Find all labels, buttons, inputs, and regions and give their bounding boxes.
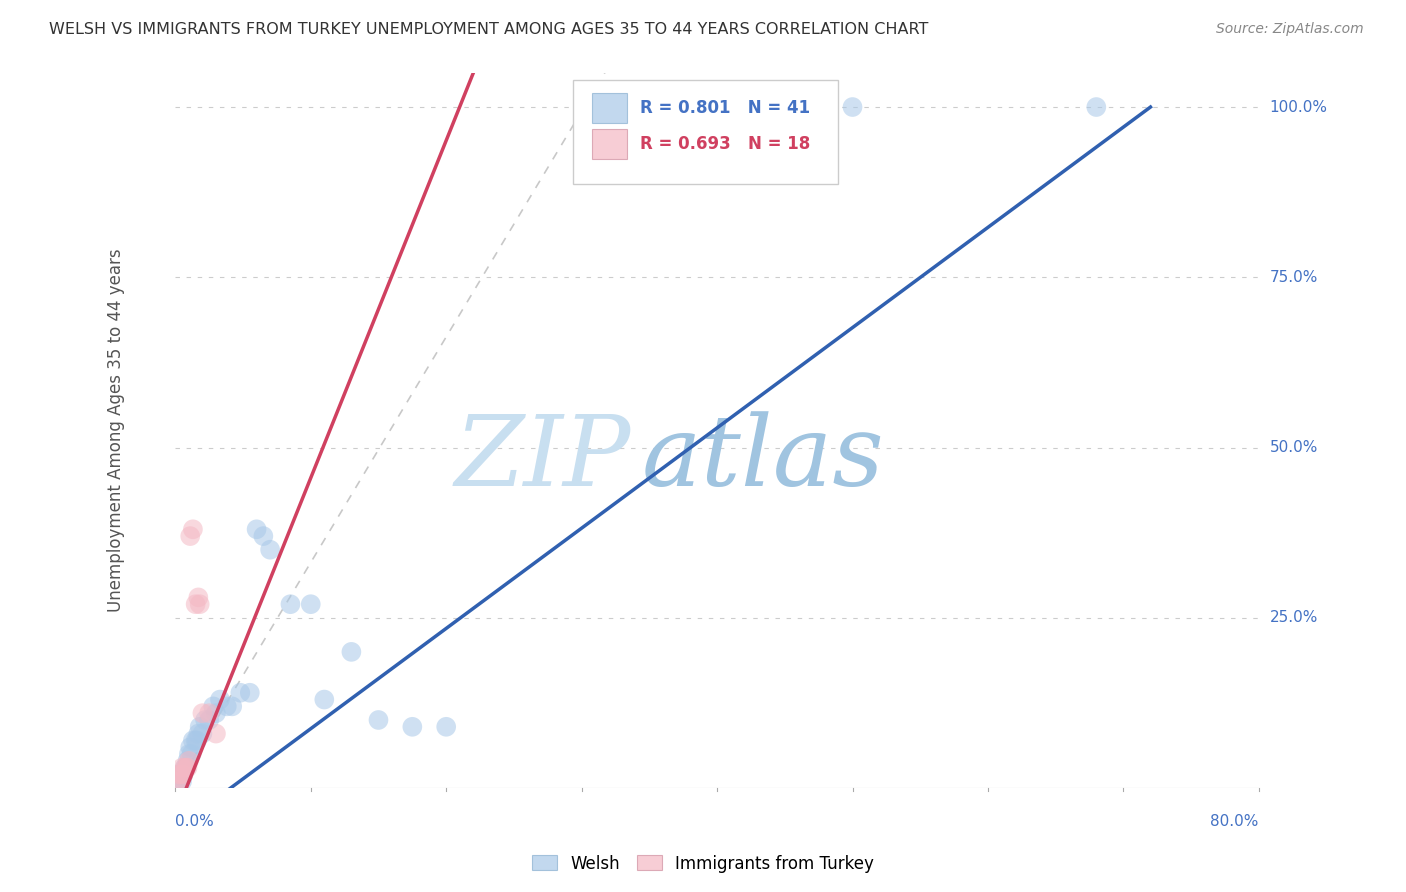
Point bbox=[170, 767, 193, 781]
Point bbox=[229, 686, 252, 700]
Point bbox=[174, 761, 197, 775]
Point bbox=[181, 522, 204, 536]
Point bbox=[194, 713, 217, 727]
Legend: Welsh, Immigrants from Turkey: Welsh, Immigrants from Turkey bbox=[526, 848, 880, 880]
Bar bbox=[592, 128, 627, 159]
Point bbox=[841, 100, 863, 114]
Point bbox=[176, 754, 198, 768]
Point bbox=[176, 761, 198, 775]
Point bbox=[177, 754, 200, 768]
Point bbox=[172, 761, 194, 775]
Point bbox=[434, 720, 457, 734]
Point bbox=[191, 726, 214, 740]
Point bbox=[170, 767, 193, 781]
Text: R = 0.801   N = 41: R = 0.801 N = 41 bbox=[640, 99, 810, 117]
Point bbox=[166, 774, 188, 789]
Point bbox=[188, 597, 211, 611]
Point bbox=[259, 542, 281, 557]
Point bbox=[172, 774, 194, 789]
Text: 100.0%: 100.0% bbox=[1270, 100, 1327, 114]
Point bbox=[184, 597, 207, 611]
Point bbox=[198, 706, 221, 721]
Text: 50.0%: 50.0% bbox=[1270, 440, 1317, 455]
Point bbox=[205, 706, 228, 721]
Point bbox=[239, 686, 262, 700]
Point bbox=[167, 774, 190, 789]
Text: 80.0%: 80.0% bbox=[1211, 814, 1258, 829]
Text: R = 0.693   N = 18: R = 0.693 N = 18 bbox=[640, 135, 810, 153]
Bar bbox=[592, 93, 627, 123]
Point bbox=[1085, 100, 1108, 114]
Point bbox=[181, 733, 204, 747]
Point bbox=[179, 529, 201, 543]
Text: atlas: atlas bbox=[641, 411, 884, 507]
Point bbox=[191, 706, 214, 721]
Point bbox=[202, 699, 225, 714]
Text: Source: ZipAtlas.com: Source: ZipAtlas.com bbox=[1216, 22, 1364, 37]
Point bbox=[169, 767, 191, 781]
Point bbox=[340, 645, 363, 659]
Text: Unemployment Among Ages 35 to 44 years: Unemployment Among Ages 35 to 44 years bbox=[107, 249, 125, 612]
Point bbox=[221, 699, 243, 714]
Text: ZIP: ZIP bbox=[454, 411, 630, 507]
Point bbox=[174, 761, 197, 775]
Text: 75.0%: 75.0% bbox=[1270, 269, 1317, 285]
Point bbox=[280, 597, 302, 611]
Text: WELSH VS IMMIGRANTS FROM TURKEY UNEMPLOYMENT AMONG AGES 35 TO 44 YEARS CORRELATI: WELSH VS IMMIGRANTS FROM TURKEY UNEMPLOY… bbox=[49, 22, 928, 37]
Point bbox=[314, 692, 336, 706]
Point bbox=[172, 767, 194, 781]
Text: 25.0%: 25.0% bbox=[1270, 610, 1317, 625]
FancyBboxPatch shape bbox=[574, 80, 838, 184]
Point bbox=[188, 720, 211, 734]
Point bbox=[179, 740, 201, 755]
Point bbox=[173, 761, 195, 775]
Point bbox=[172, 767, 194, 781]
Point bbox=[169, 767, 191, 781]
Point bbox=[367, 713, 389, 727]
Point bbox=[299, 597, 322, 611]
Point bbox=[166, 774, 188, 789]
Point bbox=[173, 761, 195, 775]
Point bbox=[177, 747, 200, 761]
Point bbox=[186, 733, 208, 747]
Point bbox=[198, 713, 221, 727]
Point bbox=[245, 522, 267, 536]
Point bbox=[638, 100, 661, 114]
Point bbox=[167, 774, 190, 789]
Point bbox=[401, 720, 423, 734]
Point bbox=[180, 747, 202, 761]
Text: 0.0%: 0.0% bbox=[176, 814, 214, 829]
Point bbox=[208, 692, 231, 706]
Point bbox=[215, 699, 238, 714]
Point bbox=[169, 774, 191, 789]
Point bbox=[252, 529, 274, 543]
Point bbox=[205, 726, 228, 740]
Point bbox=[187, 726, 209, 740]
Point bbox=[184, 733, 207, 747]
Point bbox=[187, 591, 209, 605]
